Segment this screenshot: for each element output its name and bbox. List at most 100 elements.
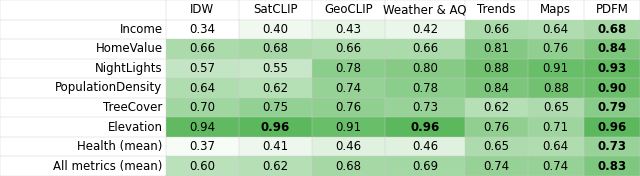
Text: 0.78: 0.78 (412, 81, 438, 95)
Text: 0.57: 0.57 (189, 62, 215, 75)
Bar (465, 117, 528, 137)
Text: 0.88: 0.88 (543, 81, 569, 95)
Text: 0.43: 0.43 (335, 23, 362, 36)
Bar (239, 137, 312, 156)
Text: 0.76: 0.76 (335, 101, 362, 114)
Text: 0.84: 0.84 (597, 42, 627, 55)
Text: Trends: Trends (477, 3, 516, 16)
Bar (312, 117, 385, 137)
Bar (312, 156, 385, 176)
Bar (239, 78, 312, 98)
Bar (312, 137, 385, 156)
Bar (465, 39, 528, 59)
Bar (312, 78, 385, 98)
Text: 0.80: 0.80 (412, 62, 438, 75)
Text: 0.46: 0.46 (412, 140, 438, 153)
Bar (528, 59, 584, 78)
Text: PopulationDensity: PopulationDensity (55, 81, 163, 95)
Bar (465, 137, 528, 156)
Bar (465, 156, 528, 176)
Text: 0.93: 0.93 (597, 62, 627, 75)
Bar (312, 20, 385, 39)
Text: 0.74: 0.74 (483, 160, 509, 173)
Bar (584, 156, 640, 176)
Bar (584, 98, 640, 117)
Bar (528, 20, 584, 39)
Bar (528, 117, 584, 137)
Text: 0.66: 0.66 (335, 42, 362, 55)
Bar (312, 98, 385, 117)
Text: 0.91: 0.91 (543, 62, 569, 75)
Text: 0.96: 0.96 (410, 121, 440, 134)
Text: 0.74: 0.74 (543, 160, 569, 173)
Text: 0.66: 0.66 (483, 23, 509, 36)
Bar (385, 117, 465, 137)
Text: 0.76: 0.76 (483, 121, 509, 134)
Bar (528, 137, 584, 156)
Bar (465, 78, 528, 98)
Text: GeoCLIP: GeoCLIP (324, 3, 372, 16)
Text: 0.55: 0.55 (262, 62, 288, 75)
Text: 0.68: 0.68 (335, 160, 362, 173)
Text: 0.70: 0.70 (189, 101, 215, 114)
Text: 0.94: 0.94 (189, 121, 215, 134)
Bar (166, 39, 239, 59)
Bar (584, 78, 640, 98)
Text: 0.75: 0.75 (262, 101, 289, 114)
Bar (239, 20, 312, 39)
Bar (465, 59, 528, 78)
Text: 0.64: 0.64 (543, 23, 569, 36)
Text: SatCLIP: SatCLIP (253, 3, 298, 16)
Text: PDFM: PDFM (595, 3, 628, 16)
Bar (312, 59, 385, 78)
Text: Health (mean): Health (mean) (77, 140, 163, 153)
Text: 0.66: 0.66 (412, 42, 438, 55)
Text: 0.66: 0.66 (189, 42, 215, 55)
Bar (584, 137, 640, 156)
Text: 0.46: 0.46 (335, 140, 362, 153)
Bar (584, 59, 640, 78)
Bar (239, 98, 312, 117)
Bar (528, 98, 584, 117)
Bar (385, 137, 465, 156)
Text: NightLights: NightLights (95, 62, 163, 75)
Text: 0.62: 0.62 (483, 101, 509, 114)
Bar (239, 59, 312, 78)
Bar (166, 20, 239, 39)
Bar (385, 39, 465, 59)
Text: 0.71: 0.71 (543, 121, 569, 134)
Text: TreeCover: TreeCover (103, 101, 163, 114)
Text: 0.64: 0.64 (189, 81, 215, 95)
Bar (528, 156, 584, 176)
Text: 0.96: 0.96 (260, 121, 290, 134)
Text: 0.84: 0.84 (483, 81, 509, 95)
Text: 0.68: 0.68 (262, 42, 289, 55)
Bar (385, 20, 465, 39)
Text: 0.68: 0.68 (597, 23, 627, 36)
Bar (312, 39, 385, 59)
Text: 0.74: 0.74 (335, 81, 362, 95)
Bar (166, 137, 239, 156)
Text: 0.37: 0.37 (189, 140, 215, 153)
Text: 0.73: 0.73 (597, 140, 627, 153)
Bar (385, 78, 465, 98)
Text: 0.81: 0.81 (483, 42, 509, 55)
Text: 0.40: 0.40 (262, 23, 289, 36)
Text: 0.76: 0.76 (543, 42, 569, 55)
Text: 0.96: 0.96 (597, 121, 627, 134)
Text: 0.88: 0.88 (483, 62, 509, 75)
Bar (528, 78, 584, 98)
Text: 0.91: 0.91 (335, 121, 362, 134)
Text: 0.83: 0.83 (597, 160, 627, 173)
Bar (528, 39, 584, 59)
Bar (239, 156, 312, 176)
Bar (385, 156, 465, 176)
Text: IDW: IDW (190, 3, 214, 16)
Text: 0.62: 0.62 (262, 81, 289, 95)
Text: 0.79: 0.79 (597, 101, 627, 114)
Text: Elevation: Elevation (108, 121, 163, 134)
Text: Income: Income (120, 23, 163, 36)
Text: 0.69: 0.69 (412, 160, 438, 173)
Text: 0.60: 0.60 (189, 160, 215, 173)
Bar (166, 78, 239, 98)
